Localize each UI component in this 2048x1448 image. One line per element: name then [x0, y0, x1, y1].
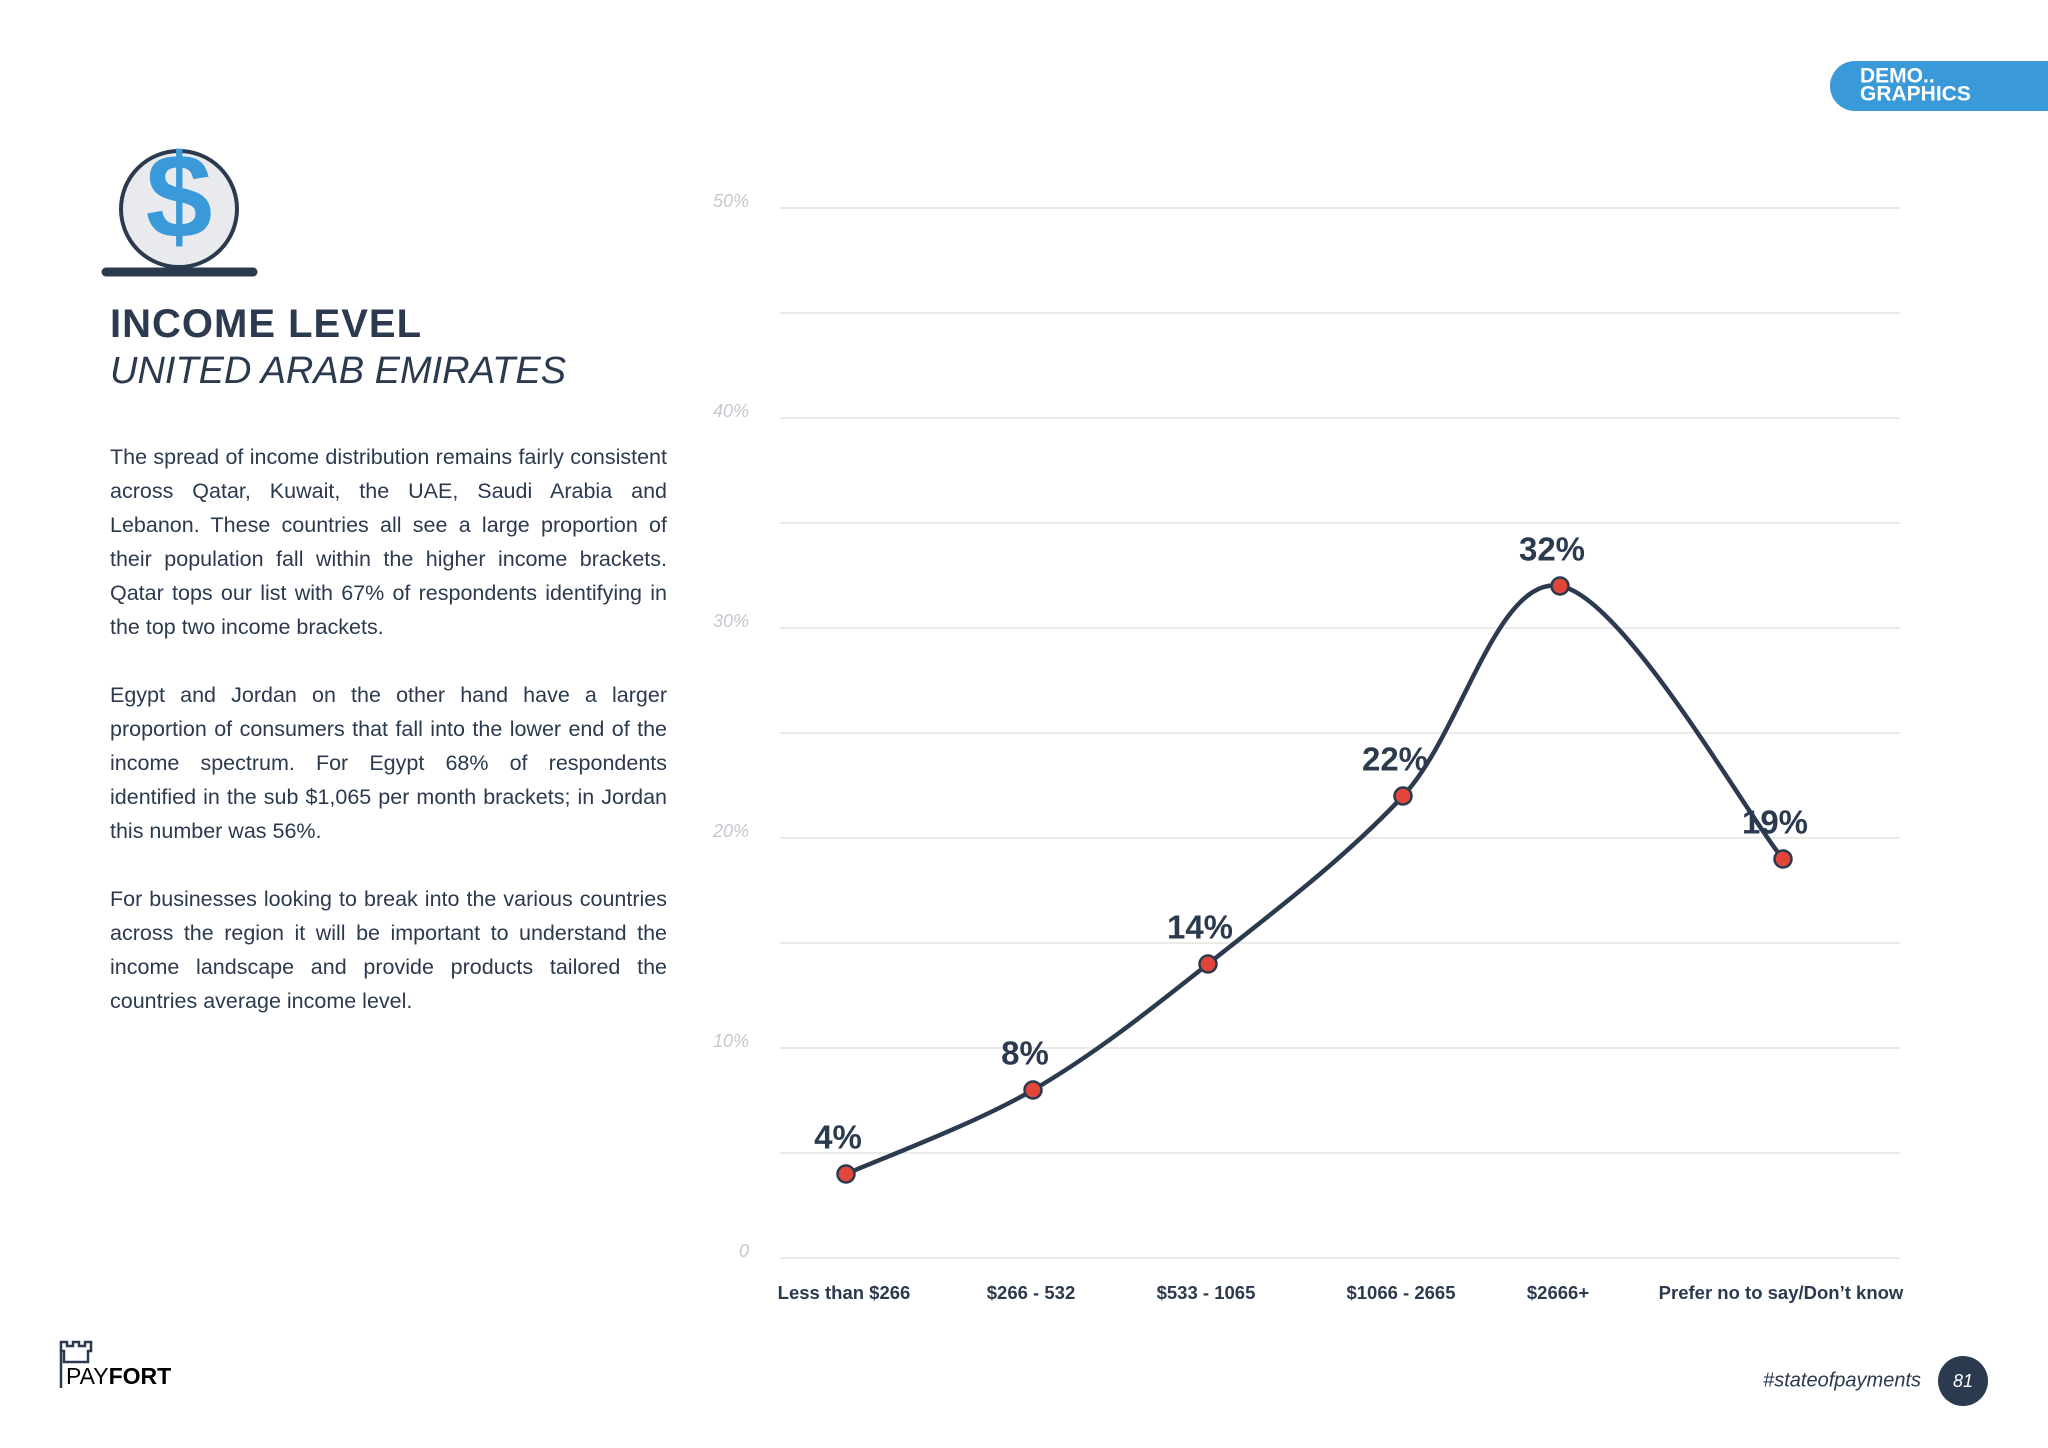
logo-a: PAY — [66, 1363, 109, 1389]
y-tick-label: 30% — [713, 611, 749, 631]
tag-pill — [1830, 61, 2048, 111]
value-label: 32% — [1519, 531, 1585, 568]
title: INCOME LEVEL — [110, 302, 423, 346]
x-tick-label: $533 - 1065 — [1157, 1282, 1256, 1303]
value-label: 4% — [814, 1119, 862, 1156]
paragraph: For businesses looking to break into the… — [110, 887, 667, 1013]
page-number: 81 — [1953, 1371, 1973, 1391]
dollar-sign: $ — [146, 130, 213, 264]
paragraph: The spread of income distribution remain… — [110, 445, 667, 639]
body-text: The spread of income distribution remain… — [110, 440, 667, 1052]
value-label: 14% — [1167, 909, 1233, 946]
x-tick-label: $2666+ — [1527, 1282, 1589, 1303]
paragraph: Egypt and Jordan on the other hand have … — [110, 683, 667, 843]
x-tick-label: $1066 - 2665 — [1346, 1282, 1455, 1303]
marker — [1773, 849, 1793, 869]
marker — [1023, 1080, 1043, 1100]
x-tick-label: Less than $266 — [778, 1282, 911, 1303]
line — [845, 583, 1785, 1177]
x-tick-label: $266 - 532 — [987, 1282, 1075, 1303]
marker — [1198, 954, 1218, 974]
page-badge — [1938, 1356, 1988, 1406]
logo-text: PAYFORT — [66, 1363, 171, 1389]
y-tick-label: 40% — [713, 401, 749, 421]
dollar-icon — [119, 149, 239, 269]
logo-b: FORT — [109, 1363, 172, 1389]
y-tick-label: 50% — [713, 191, 749, 211]
x-tick-label: Prefer no to say/Don’t know — [1659, 1282, 1904, 1303]
subtitle: UNITED ARAB EMIRATES — [110, 350, 567, 392]
y-tick-label: 10% — [713, 1031, 749, 1051]
marker — [1393, 786, 1413, 806]
y-tick-label: 0 — [739, 1241, 749, 1261]
logo-icon — [59, 1340, 93, 1364]
value-label: 8% — [1001, 1035, 1049, 1072]
value-label: 22% — [1362, 741, 1428, 778]
value-label: 19% — [1742, 804, 1808, 841]
marker — [836, 1164, 856, 1184]
hashtag: #stateofpayments — [1763, 1369, 1921, 1391]
y-tick-label: 20% — [712, 821, 749, 841]
tag-text: DEMO.. — [1860, 65, 1935, 88]
tag-text: GRAPHICS — [1860, 83, 1971, 106]
chart: 0 10% 20% 30% 40% 50% Less than $266 $266 - 532… — [712, 191, 1904, 1303]
marker — [1550, 576, 1570, 596]
